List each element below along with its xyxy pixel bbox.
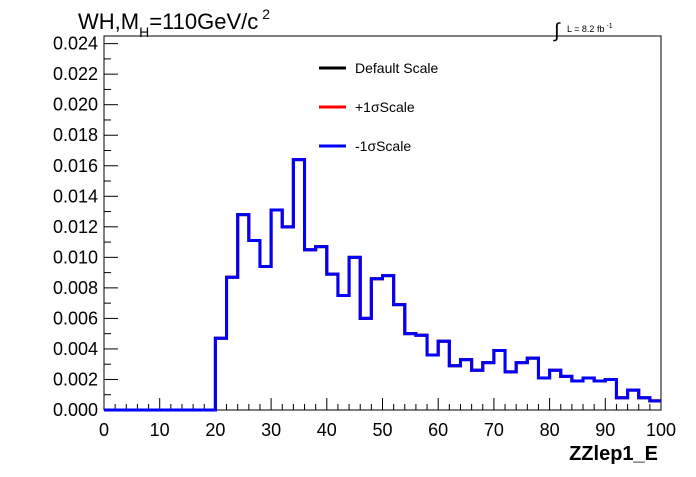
integral-sign: ∫ xyxy=(553,20,561,42)
y-axis-ticks: 0.000 0.002 0.004 0.006 0.008 0.010 0.012 0.014… xyxy=(53,34,118,420)
y-tick-label: 0.008 xyxy=(53,278,98,298)
series-layer xyxy=(104,158,661,412)
x-tick-label: 30 xyxy=(261,420,281,440)
x-tick-label: 60 xyxy=(428,420,448,440)
y-tick-label: 0.010 xyxy=(53,247,98,267)
y-tick-label: 0.012 xyxy=(53,217,98,237)
x-tick-label: 70 xyxy=(484,420,504,440)
chart-title-main: WH,M xyxy=(78,9,139,34)
series-line-0 xyxy=(104,158,661,412)
y-tick-label: 0.018 xyxy=(53,125,98,145)
y-tick-label: 0.020 xyxy=(53,95,98,115)
plot-frame xyxy=(103,35,662,411)
luminosity-superscript: -1 xyxy=(606,23,612,30)
y-tick-label: 0.000 xyxy=(53,400,98,420)
y-tick-label: 0.024 xyxy=(53,34,98,54)
series-line-1 xyxy=(104,158,661,412)
x-tick-label: 90 xyxy=(595,420,615,440)
y-tick-label: 0.014 xyxy=(53,186,98,206)
chart-title-value: =110GeV/c xyxy=(149,9,258,34)
y-tick-label: 0.004 xyxy=(53,339,98,359)
legend-label-default: Default Scale xyxy=(355,60,438,76)
x-tick-label: 10 xyxy=(150,420,170,440)
luminosity-text: L = 8.2 fb xyxy=(567,24,604,34)
x-axis-title: ZZlep1_E xyxy=(569,443,658,465)
series-line-2 xyxy=(104,158,661,412)
legend-label-minus1sigma: -1σScale xyxy=(355,138,411,154)
legend: Default Scale +1σScale -1σScale xyxy=(319,60,438,154)
x-tick-label: 0 xyxy=(99,420,109,440)
chart-title-subscript: H xyxy=(139,24,149,40)
chart-title-superscript: 2 xyxy=(262,6,270,22)
y-tick-label: 0.016 xyxy=(53,156,98,176)
luminosity-label: L = 8.2 fb -1 xyxy=(567,23,613,34)
legend-label-plus1sigma: +1σScale xyxy=(355,99,415,115)
x-tick-label: 20 xyxy=(205,420,225,440)
x-axis-ticks: 0 10 20 30 40 50 60 70 80 90 100 xyxy=(99,398,676,440)
y-tick-label: 0.006 xyxy=(53,308,98,328)
x-tick-label: 50 xyxy=(372,420,392,440)
y-tick-label: 0.002 xyxy=(53,369,98,389)
chart-title: WH,MH=110GeV/c 2 xyxy=(78,6,270,40)
x-tick-label: 100 xyxy=(646,420,676,440)
x-tick-label: 40 xyxy=(317,420,337,440)
y-tick-label: 0.022 xyxy=(53,64,98,84)
x-tick-label: 80 xyxy=(540,420,560,440)
